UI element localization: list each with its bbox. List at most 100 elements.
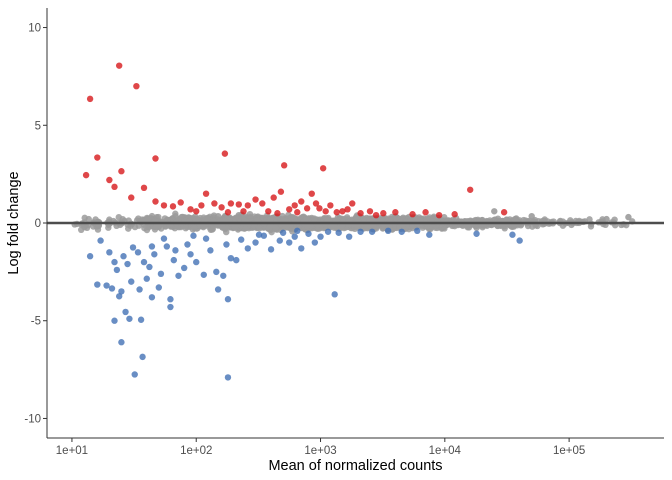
down-point xyxy=(224,296,232,303)
ns-point xyxy=(214,212,222,220)
up-point xyxy=(372,211,380,219)
up-point xyxy=(94,154,101,161)
down-point xyxy=(202,235,210,242)
down-point xyxy=(252,239,259,246)
ns-point xyxy=(285,211,292,219)
ns-point xyxy=(152,223,159,230)
up-point xyxy=(111,183,118,191)
upregulated-points xyxy=(82,62,508,219)
up-point xyxy=(298,198,305,205)
down-point xyxy=(163,243,171,250)
down-point xyxy=(223,241,230,248)
up-point xyxy=(294,209,301,216)
x-axis-ticks: 1e+01 1e+02 1e+03 1e+04 1e+05 xyxy=(56,438,585,457)
up-point xyxy=(308,190,315,197)
down-point xyxy=(146,263,153,271)
up-point xyxy=(366,208,374,215)
down-point xyxy=(214,286,222,293)
y-tick-label: -5 xyxy=(31,316,41,328)
up-point xyxy=(319,165,327,172)
up-point xyxy=(177,199,184,206)
down-point xyxy=(126,315,133,322)
down-point xyxy=(167,296,174,303)
down-point xyxy=(357,228,364,235)
down-point xyxy=(148,243,156,250)
ns-point xyxy=(196,222,204,230)
x-tick-label: 1e+04 xyxy=(429,445,462,457)
y-axis-title: Log fold change xyxy=(6,171,22,274)
ns-point xyxy=(191,224,198,232)
up-point xyxy=(409,211,416,218)
x-tick-label: 1e+03 xyxy=(304,445,336,457)
down-point xyxy=(180,264,188,272)
down-point xyxy=(294,227,301,235)
up-point xyxy=(380,210,387,217)
up-point xyxy=(339,208,346,215)
down-point xyxy=(213,268,220,276)
down-point xyxy=(115,293,123,300)
down-point xyxy=(106,249,113,256)
up-point xyxy=(211,200,218,207)
x-tick-label: 1e+02 xyxy=(180,445,212,457)
up-point xyxy=(466,186,474,193)
down-point xyxy=(368,228,376,235)
down-point xyxy=(184,241,191,248)
up-point xyxy=(322,208,329,215)
ns-point xyxy=(219,224,227,231)
down-point xyxy=(244,245,252,252)
down-point xyxy=(129,244,137,251)
up-point xyxy=(152,198,159,205)
down-point xyxy=(509,231,516,238)
down-point xyxy=(175,272,182,279)
ns-point xyxy=(331,223,338,230)
down-point xyxy=(193,258,200,266)
down-point xyxy=(143,275,150,282)
down-point xyxy=(137,316,145,323)
down-point xyxy=(134,249,142,256)
up-point xyxy=(280,162,288,169)
down-point xyxy=(398,228,405,235)
ns-point xyxy=(95,222,102,230)
up-point xyxy=(303,205,311,212)
down-point xyxy=(128,278,135,285)
down-point xyxy=(426,231,433,238)
up-point xyxy=(349,200,356,207)
ns-point xyxy=(611,216,618,223)
ns-point xyxy=(204,214,211,222)
x-tick-label: 1e+01 xyxy=(56,445,88,457)
down-point xyxy=(286,239,293,246)
down-point xyxy=(170,256,178,264)
axes: 1e+01 1e+02 1e+03 1e+04 1e+05 -10 -5 0 5 10 xyxy=(24,8,664,457)
down-point xyxy=(237,236,245,243)
down-point xyxy=(190,232,197,239)
up-point xyxy=(357,210,364,217)
downregulated-points xyxy=(86,227,523,381)
y-tick-label: 5 xyxy=(35,120,41,132)
up-point xyxy=(118,168,125,175)
x-tick-label: 1e+05 xyxy=(553,445,585,457)
down-point xyxy=(276,237,283,244)
down-point xyxy=(298,245,305,252)
up-point xyxy=(224,209,232,216)
ns-point xyxy=(524,222,532,230)
up-point xyxy=(244,202,252,209)
down-point xyxy=(139,353,146,361)
down-point xyxy=(118,288,125,295)
down-point xyxy=(113,266,121,274)
up-point xyxy=(106,176,113,184)
up-point xyxy=(198,202,205,209)
down-point xyxy=(118,339,125,346)
down-point xyxy=(155,284,163,291)
down-point xyxy=(151,251,158,258)
ns-point xyxy=(491,208,498,215)
up-point xyxy=(221,150,229,157)
ns-point xyxy=(138,216,146,223)
up-point xyxy=(128,194,135,201)
up-point xyxy=(277,188,285,195)
up-point xyxy=(392,209,399,216)
down-point xyxy=(260,232,268,239)
ns-point xyxy=(231,223,239,231)
down-point xyxy=(131,371,138,378)
down-point xyxy=(345,233,353,240)
down-point xyxy=(331,291,338,298)
